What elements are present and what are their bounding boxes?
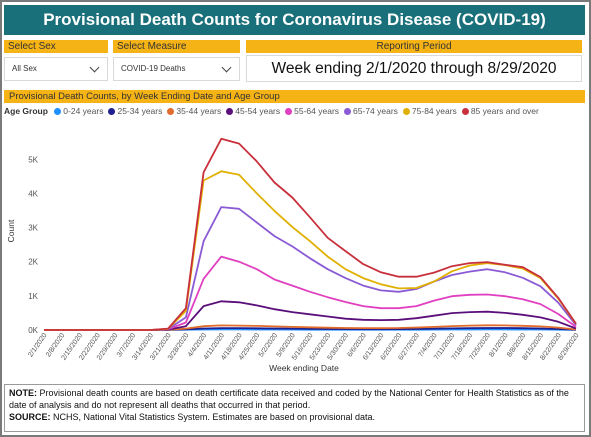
legend-item[interactable]: 45-54 years [226,106,280,116]
source-line: SOURCE: NCHS, National Vital Statistics … [9,411,580,423]
note-line: NOTE: Provisional death counts are based… [9,387,580,411]
y-tick-label: 4K [28,189,38,198]
chevron-down-icon [89,62,100,73]
legend-label: 45-54 years [235,106,281,116]
notes-box: NOTE: Provisional death counts are based… [4,384,585,432]
chevron-down-icon [221,62,232,73]
measure-dropdown[interactable]: COVID-19 Deaths [113,57,240,81]
sex-filter-label: Select Sex [4,40,108,53]
y-tick-label: 0K [28,326,38,335]
legend-title: Age Group [4,106,48,116]
legend-label: 75-84 years [411,106,457,116]
legend-swatch [226,108,234,115]
measure-filter-label: Select Measure [113,40,240,53]
legend-item[interactable]: 25-34 years [108,106,162,116]
period-label: Reporting Period [246,40,582,53]
chart-title: Provisional Death Counts, by Week Ending… [4,90,585,103]
legend-swatch [167,108,175,115]
legend-label: 85 years and over [470,106,539,116]
legend-item[interactable]: 75-84 years [402,106,457,116]
y-axis-title: Count [6,219,16,242]
y-tick-label: 2K [28,258,38,267]
source-text: NCHS, National Vital Statistics System. … [53,412,376,422]
legend-label: 25-34 years [117,106,163,116]
legend-label: 65-74 years [353,106,398,116]
legend-swatch [285,108,293,115]
sex-dropdown-value: All Sex [12,64,37,73]
legend-label: 0-24 years [63,106,104,116]
legend-item[interactable]: 85 years and over [461,106,539,116]
chart-legend: Age Group 0-24 years 25-34 years 35-44 yea… [4,106,544,120]
legend-label: 35-44 years [176,106,222,116]
legend-item[interactable]: 0-24 years [54,106,103,116]
series-line [44,255,577,331]
legend-item[interactable]: 55-64 years [285,106,339,116]
legend-swatch [108,108,116,115]
legend-item[interactable]: 65-74 years [344,106,398,116]
legend-swatch [402,108,410,115]
legend-swatch [344,108,352,115]
x-axis-title: Week ending Date [269,363,339,373]
series-line [44,170,577,331]
legend-item[interactable]: 35-44 years [167,106,221,116]
sex-dropdown[interactable]: All Sex [4,57,108,81]
legend-swatch [54,108,62,115]
y-tick-label: 3K [28,224,38,233]
dashboard-title: Provisional Death Counts for Coronavirus… [4,5,585,35]
legend-label: 55-64 years [294,106,340,116]
legend-swatch [461,108,469,115]
y-tick-label: 1K [28,292,38,301]
measure-dropdown-value: COVID-19 Deaths [121,64,186,73]
source-label: SOURCE: [9,412,51,422]
reporting-period-value: Week ending 2/1/2020 through 8/29/2020 [246,55,582,82]
series-line [44,137,577,331]
note-label: NOTE: [9,388,37,398]
y-tick-label: 5K [28,155,38,164]
line-chart: 0K1K2K3K4K5KCount2/1/20202/8/20202/15/20… [6,137,581,373]
note-text: Provisional death counts are based on de… [9,388,569,410]
